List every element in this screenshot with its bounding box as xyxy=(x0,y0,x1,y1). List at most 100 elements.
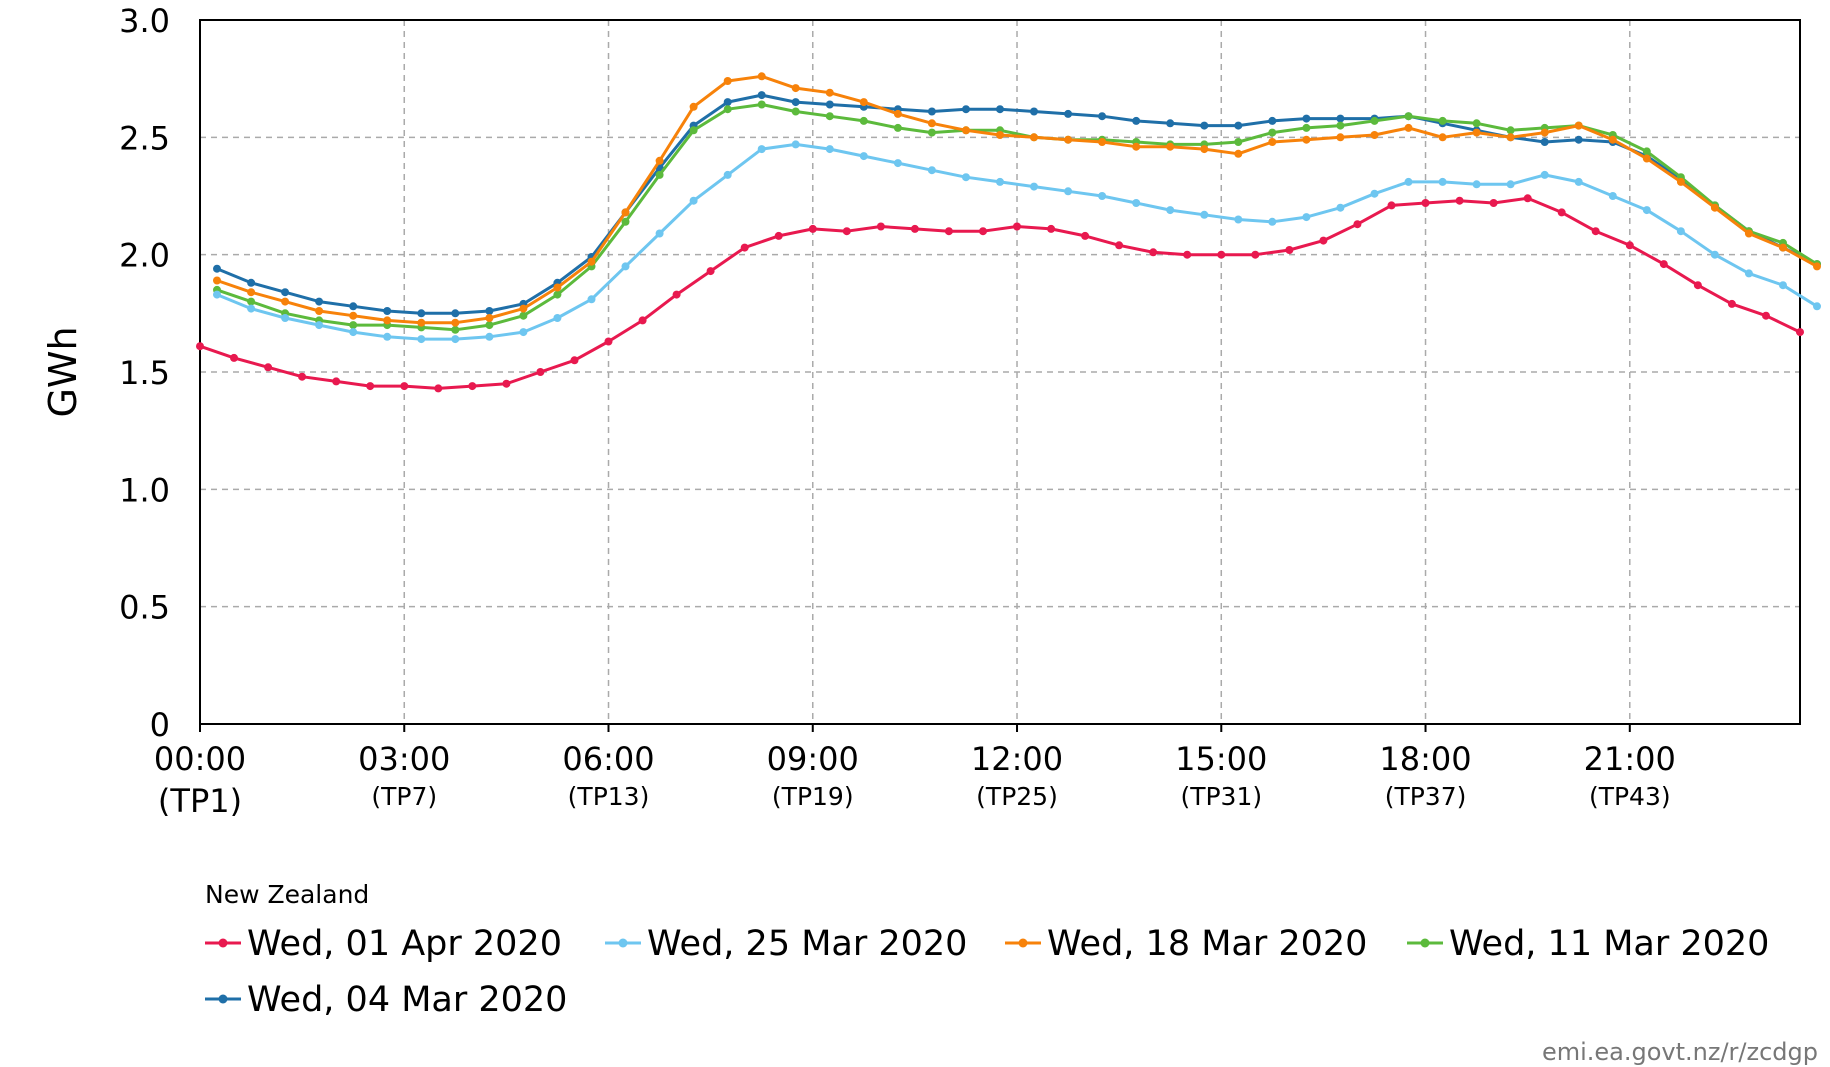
legend-label: Wed, 18 Mar 2020 xyxy=(1047,924,1367,964)
data-point xyxy=(1030,107,1038,116)
data-point xyxy=(1676,227,1685,236)
data-point xyxy=(553,314,562,322)
data-point xyxy=(979,227,987,236)
y-axis-label: GWh xyxy=(41,326,85,417)
data-point xyxy=(655,170,664,179)
data-point xyxy=(1676,177,1685,186)
data-point xyxy=(196,342,204,351)
data-point xyxy=(1047,224,1056,233)
data-point xyxy=(1693,281,1702,290)
x-tick-time: 21:00 xyxy=(1584,740,1676,778)
legend: Wed, 01 Apr 2020 Wed, 25 Mar 2020 Wed, 18 … xyxy=(205,924,1769,1020)
series-wed-25-mar-2020 xyxy=(213,140,1821,344)
data-point xyxy=(1268,217,1277,226)
data-point xyxy=(962,173,970,182)
data-point xyxy=(383,307,392,315)
data-point xyxy=(1642,147,1651,156)
data-point xyxy=(1710,203,1719,212)
data-point xyxy=(417,335,426,344)
x-tick-period: (TP1) xyxy=(158,782,242,820)
y-tick-label: 0 xyxy=(150,706,170,744)
data-point xyxy=(791,107,800,116)
data-point xyxy=(1200,210,1209,219)
data-point xyxy=(689,102,698,111)
data-point xyxy=(757,91,766,100)
plot-area-frame xyxy=(199,19,1801,725)
data-point xyxy=(825,100,834,109)
legend-swatch-marker xyxy=(1420,938,1430,948)
series-line xyxy=(216,103,1818,332)
data-point xyxy=(1489,199,1498,207)
data-point xyxy=(366,382,375,391)
data-point xyxy=(757,72,766,81)
series-line xyxy=(216,93,1818,315)
x-tick-time: 18:00 xyxy=(1379,740,1471,778)
y-tick-label: 2.0 xyxy=(119,237,170,275)
data-point xyxy=(621,217,630,226)
legend-item: Wed, 11 Mar 2020 xyxy=(1407,924,1769,964)
data-point xyxy=(723,98,732,107)
data-point xyxy=(672,290,681,299)
data-point xyxy=(468,382,477,391)
y-tick-label: 2.5 xyxy=(119,119,170,157)
data-point xyxy=(1762,311,1770,320)
data-point xyxy=(298,372,307,381)
data-point xyxy=(996,105,1004,114)
data-point xyxy=(1064,109,1073,118)
data-point xyxy=(451,325,460,334)
data-point xyxy=(1030,182,1038,191)
source-text: emi.ea.govt.nz/r/zcdgp xyxy=(1542,1038,1818,1066)
data-point xyxy=(1506,133,1515,142)
data-point xyxy=(1302,123,1311,132)
legend-label: Wed, 11 Mar 2020 xyxy=(1449,924,1769,964)
data-point xyxy=(587,295,596,304)
data-point xyxy=(1336,133,1345,142)
x-tick-period: (TP7) xyxy=(371,782,437,811)
data-point xyxy=(1387,201,1396,210)
data-point xyxy=(655,156,664,165)
data-point xyxy=(247,297,256,306)
y-tick-label: 1.0 xyxy=(119,471,170,509)
data-point xyxy=(1013,222,1021,231)
data-point xyxy=(1166,206,1175,215)
data-point xyxy=(1404,112,1413,121)
data-point xyxy=(1472,119,1481,128)
x-tick-time: 09:00 xyxy=(767,740,859,778)
data-point xyxy=(1472,180,1481,189)
data-point xyxy=(1268,128,1277,137)
legend-label: Wed, 25 Mar 2020 xyxy=(647,924,967,964)
data-point xyxy=(1098,112,1107,121)
data-point xyxy=(1404,177,1413,186)
data-point xyxy=(1370,189,1379,198)
data-point xyxy=(536,368,545,376)
data-point xyxy=(1115,241,1124,250)
data-point xyxy=(570,356,579,365)
x-axis-ticks: 00:00 (TP1) 03:00 (TP7) 06:00 (TP13) 09:00 (TP1… xyxy=(154,724,1676,820)
data-point xyxy=(1234,149,1243,158)
data-point xyxy=(451,318,460,327)
data-point xyxy=(247,278,256,287)
data-point xyxy=(383,332,392,341)
data-point xyxy=(604,337,613,346)
legend-swatch-marker xyxy=(218,994,228,1004)
data-point xyxy=(1098,192,1107,200)
series-line xyxy=(199,196,1801,390)
data-point xyxy=(1744,229,1753,238)
data-point xyxy=(1285,246,1294,254)
data-point xyxy=(757,145,766,154)
data-point xyxy=(1166,119,1175,128)
data-point xyxy=(1710,250,1719,259)
x-tick-time: 15:00 xyxy=(1175,740,1267,778)
data-point xyxy=(1455,196,1464,205)
data-point xyxy=(247,304,256,313)
data-point xyxy=(400,382,409,391)
data-point xyxy=(859,98,868,107)
data-point xyxy=(774,231,783,240)
data-point xyxy=(213,290,221,299)
data-point xyxy=(1098,138,1107,146)
data-point xyxy=(213,276,221,285)
data-point xyxy=(621,262,630,271)
data-point xyxy=(791,140,800,149)
legend-swatch-marker xyxy=(618,938,628,948)
data-point xyxy=(1574,135,1583,144)
